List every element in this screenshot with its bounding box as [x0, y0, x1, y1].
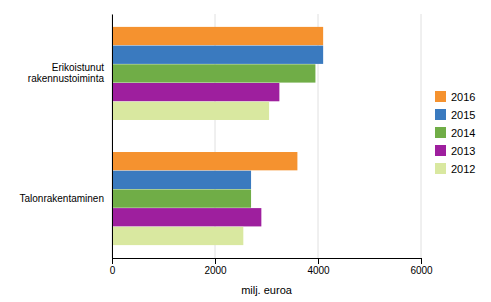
x-tick-label: 4000 [307, 265, 330, 276]
y-tick: Erikoistunutrakennustoiminta [28, 62, 112, 84]
x-tick-mark [318, 258, 319, 264]
grid-line [421, 14, 422, 258]
bar [112, 46, 323, 64]
y-tick-label: Talonrakentaminen [20, 193, 105, 204]
legend-label: 2014 [451, 127, 475, 139]
bar [112, 171, 251, 189]
x-axis-line [113, 259, 422, 265]
grid-line [112, 14, 113, 258]
bar [112, 227, 243, 245]
series [112, 102, 269, 245]
bar [112, 27, 323, 45]
legend-swatch [435, 91, 446, 102]
bar [112, 83, 279, 101]
legend-label: 2015 [451, 109, 475, 121]
x-tick-mark [421, 258, 422, 264]
x-tick: 4000 [307, 258, 330, 276]
y-axis-line [112, 15, 113, 259]
series [112, 83, 279, 226]
legend-swatch [435, 145, 446, 156]
x-axis-title: milj. euroa [241, 284, 293, 296]
grid [112, 14, 421, 258]
legend-swatch [435, 109, 446, 120]
plot: 0 2000 4000 6000 Erikoistunutrakennustoimint… [20, 14, 434, 276]
bar [112, 189, 251, 207]
legend-item: 2016 [435, 91, 475, 103]
x-tick: 0 [110, 258, 116, 276]
y-tick-label: Erikoistunutrakennustoiminta [28, 62, 105, 84]
legend-label: 2012 [451, 163, 475, 175]
legend: 2016 2015 2014 2013 2012 [435, 91, 475, 175]
x-tick-label: 6000 [410, 265, 433, 276]
y-tick: Talonrakentaminen [20, 193, 113, 204]
x-tick-label: 0 [110, 265, 116, 276]
x-tick: 6000 [410, 258, 433, 276]
x-axis: 0 2000 4000 6000 [110, 258, 433, 276]
series [112, 27, 323, 170]
legend-item: 2014 [435, 127, 475, 139]
bars [112, 27, 323, 245]
x-tick: 2000 [204, 258, 227, 276]
chart: 0 2000 4000 6000 Erikoistunutrakennustoimint… [0, 0, 491, 302]
legend-swatch [435, 163, 446, 174]
bar [112, 152, 297, 170]
bar [112, 102, 269, 120]
legend-label: 2016 [451, 91, 475, 103]
x-tick-mark [112, 258, 113, 264]
legend-item: 2015 [435, 109, 475, 121]
x-tick-mark [215, 258, 216, 264]
legend-item: 2013 [435, 145, 475, 157]
legend-label: 2013 [451, 145, 475, 157]
series [112, 64, 315, 207]
x-tick-label: 2000 [204, 265, 227, 276]
y-axis: Erikoistunutrakennustoiminta Talonrakenta… [20, 15, 113, 259]
legend-swatch [435, 127, 446, 138]
series [112, 46, 323, 189]
legend-item: 2012 [435, 163, 475, 175]
bar [112, 64, 315, 82]
bar [112, 208, 261, 226]
